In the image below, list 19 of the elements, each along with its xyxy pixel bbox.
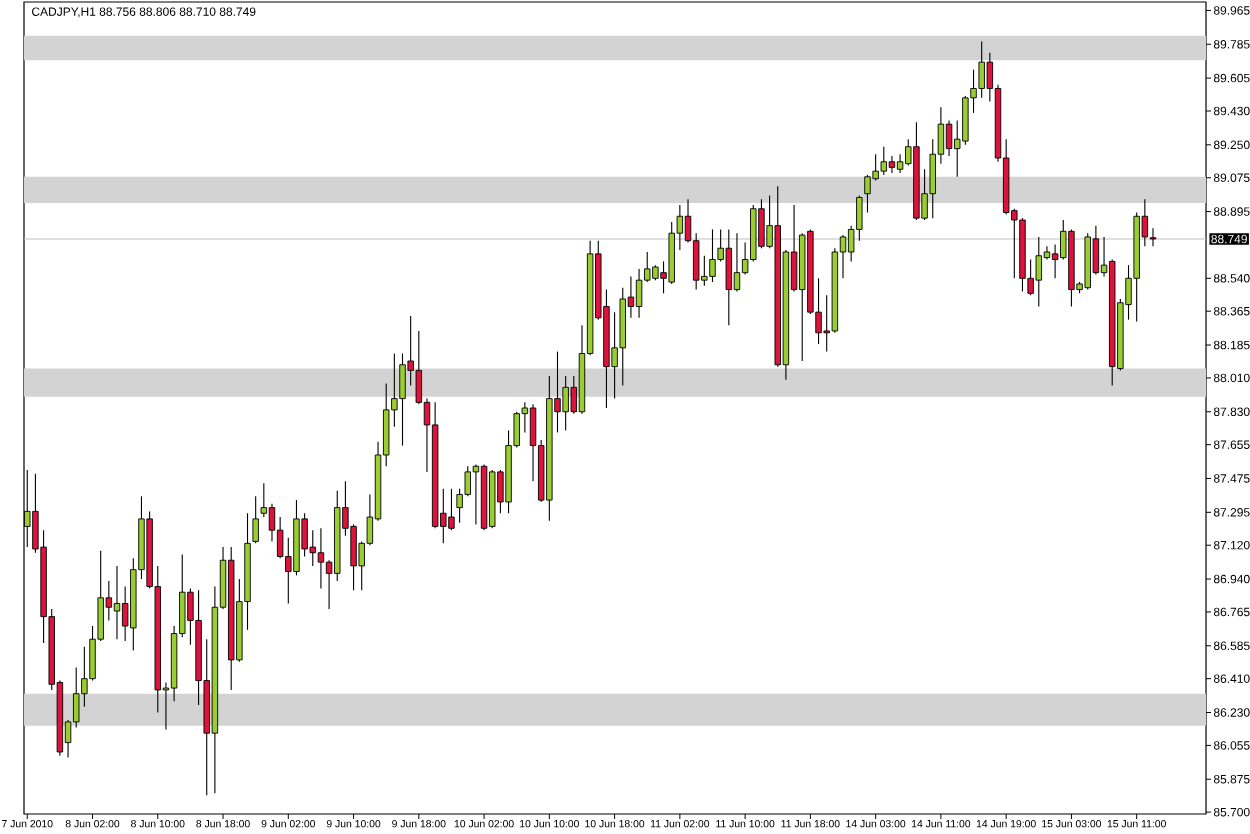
candlestick bbox=[945, 119, 953, 157]
candlestick bbox=[113, 565, 121, 640]
candlestick bbox=[448, 488, 455, 531]
candlestick bbox=[978, 40, 985, 99]
candlestick bbox=[709, 228, 716, 283]
candlestick bbox=[725, 228, 733, 326]
candlestick bbox=[733, 232, 741, 292]
candlestick bbox=[864, 174, 871, 214]
candlestick bbox=[962, 95, 969, 146]
candlestick bbox=[317, 527, 325, 589]
candlestick bbox=[472, 463, 480, 526]
candlestick bbox=[1035, 236, 1043, 308]
candlestick bbox=[896, 153, 904, 174]
candlestick bbox=[635, 268, 643, 319]
candlestick bbox=[399, 352, 406, 447]
candlestick bbox=[888, 155, 896, 174]
candlestick bbox=[880, 146, 888, 176]
candlestick bbox=[562, 375, 569, 432]
candlestick bbox=[252, 495, 259, 544]
